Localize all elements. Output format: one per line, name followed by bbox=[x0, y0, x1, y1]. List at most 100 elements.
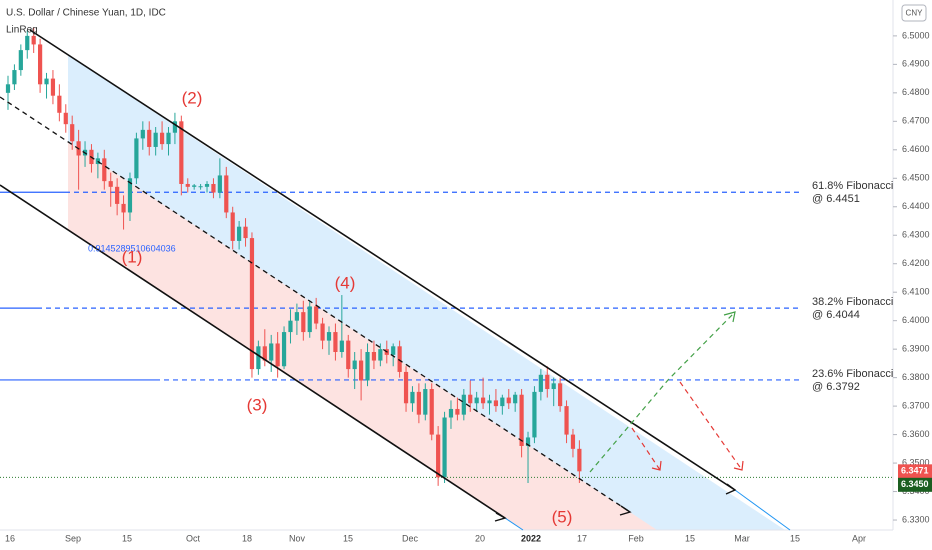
candle-body bbox=[50, 78, 56, 96]
candle-body bbox=[70, 124, 75, 142]
candle-body bbox=[281, 332, 287, 367]
y-tick-label: 6.4500 bbox=[902, 173, 930, 183]
candle-body bbox=[25, 35, 30, 51]
candle-body bbox=[519, 394, 524, 446]
last-price-label: 6.3471 bbox=[901, 466, 929, 476]
candle-body bbox=[493, 400, 499, 407]
candle-body bbox=[301, 312, 306, 333]
candle-body bbox=[147, 129, 152, 147]
candle-body bbox=[551, 383, 556, 390]
candle-body bbox=[121, 203, 126, 213]
x-tick-label: Feb bbox=[628, 533, 644, 543]
candle-body bbox=[326, 332, 332, 341]
x-tick-label: 15 bbox=[685, 533, 695, 543]
y-tick-label: 6.4600 bbox=[902, 144, 930, 154]
candle-body bbox=[288, 320, 293, 333]
wave-label: (5) bbox=[552, 507, 573, 526]
candle-body bbox=[211, 183, 216, 193]
candle-body bbox=[468, 394, 473, 404]
candle-body bbox=[577, 448, 582, 472]
y-tick-label: 6.4800 bbox=[902, 87, 930, 97]
candle-body bbox=[506, 397, 511, 404]
candle-body bbox=[262, 346, 267, 361]
y-tick-label: 6.3500 bbox=[902, 457, 930, 467]
candle-body bbox=[487, 400, 492, 404]
y-tick-label: 6.3900 bbox=[902, 344, 930, 354]
y-tick-label: 6.4700 bbox=[902, 116, 930, 126]
arrow-head bbox=[723, 311, 736, 323]
y-tick-label: 6.4100 bbox=[902, 287, 930, 297]
x-tick-label: Nov bbox=[289, 533, 306, 543]
candle-body bbox=[230, 212, 235, 241]
x-tick-label: 2022 bbox=[521, 533, 541, 543]
arrow-head bbox=[494, 512, 507, 522]
candle-body bbox=[269, 343, 274, 361]
candle-body bbox=[423, 389, 428, 415]
x-tick-label: Dec bbox=[402, 533, 419, 543]
fib-price: @ 6.3792 bbox=[812, 381, 860, 393]
y-tick-label: 6.5000 bbox=[902, 30, 930, 40]
x-tick-label: 17 bbox=[577, 533, 587, 543]
candle-body bbox=[224, 175, 229, 213]
currency: CNY bbox=[906, 9, 924, 18]
currency-badge[interactable] bbox=[901, 4, 927, 22]
last-price-tag bbox=[898, 464, 932, 479]
projection-up bbox=[589, 311, 736, 473]
candle-body bbox=[166, 132, 171, 145]
candle-body bbox=[461, 394, 466, 415]
indicator-value: 0.9145289510604036 bbox=[88, 243, 176, 253]
candle-body bbox=[410, 391, 415, 404]
candle-body bbox=[217, 175, 222, 193]
candle-body bbox=[159, 132, 165, 145]
channel-upper-extension bbox=[734, 489, 791, 531]
candle-body bbox=[352, 360, 357, 370]
candle-body bbox=[314, 306, 319, 324]
fib-price: @ 6.4044 bbox=[812, 309, 860, 321]
candle-body bbox=[513, 394, 518, 404]
candle-body bbox=[38, 44, 43, 85]
candle-body bbox=[115, 186, 120, 204]
candle-body bbox=[570, 434, 576, 449]
x-tick-label: 15 bbox=[343, 533, 353, 543]
x-tick-label: 15 bbox=[790, 533, 800, 543]
channel-upper bbox=[29, 29, 736, 491]
candle-body bbox=[57, 95, 62, 113]
marked-price-tag bbox=[898, 477, 932, 492]
candle-body bbox=[455, 408, 460, 415]
candle-body bbox=[480, 397, 486, 404]
candle-body bbox=[102, 158, 107, 182]
candle-body bbox=[134, 138, 139, 179]
candle-body bbox=[18, 50, 23, 71]
fib-price: @ 6.4451 bbox=[812, 193, 860, 205]
candle-body bbox=[249, 238, 255, 370]
y-tick-label: 6.3600 bbox=[902, 429, 930, 439]
candle-body bbox=[307, 306, 312, 333]
candle-body bbox=[346, 340, 351, 370]
upper-channel-fill bbox=[68, 55, 785, 530]
candle-body bbox=[538, 374, 543, 392]
wave-label: (1) bbox=[122, 247, 143, 266]
candle-body bbox=[275, 343, 280, 367]
wave-label: (3) bbox=[247, 395, 268, 414]
candle-body bbox=[256, 346, 261, 370]
candle-body bbox=[474, 397, 479, 404]
x-tick-label: Mar bbox=[734, 533, 750, 543]
y-tick-label: 6.3800 bbox=[902, 372, 930, 382]
x-tick-label: 15 bbox=[122, 533, 132, 543]
arrow-head bbox=[733, 460, 744, 471]
x-tick-label: Oct bbox=[186, 533, 201, 543]
candle-body bbox=[397, 346, 402, 372]
candle-body bbox=[294, 312, 299, 321]
fib-name: 23.6% Fibonacci bbox=[812, 368, 893, 380]
candle-body bbox=[333, 332, 338, 353]
candle-body bbox=[429, 389, 434, 435]
indicator-name: LinReg bbox=[6, 25, 38, 36]
marked-price-label: 6.3450 bbox=[901, 479, 929, 489]
candle-body bbox=[198, 186, 203, 188]
y-tick-label: 6.3300 bbox=[902, 514, 930, 524]
candle-body bbox=[525, 437, 531, 446]
candle-body bbox=[436, 434, 441, 478]
candle-body bbox=[339, 340, 344, 353]
